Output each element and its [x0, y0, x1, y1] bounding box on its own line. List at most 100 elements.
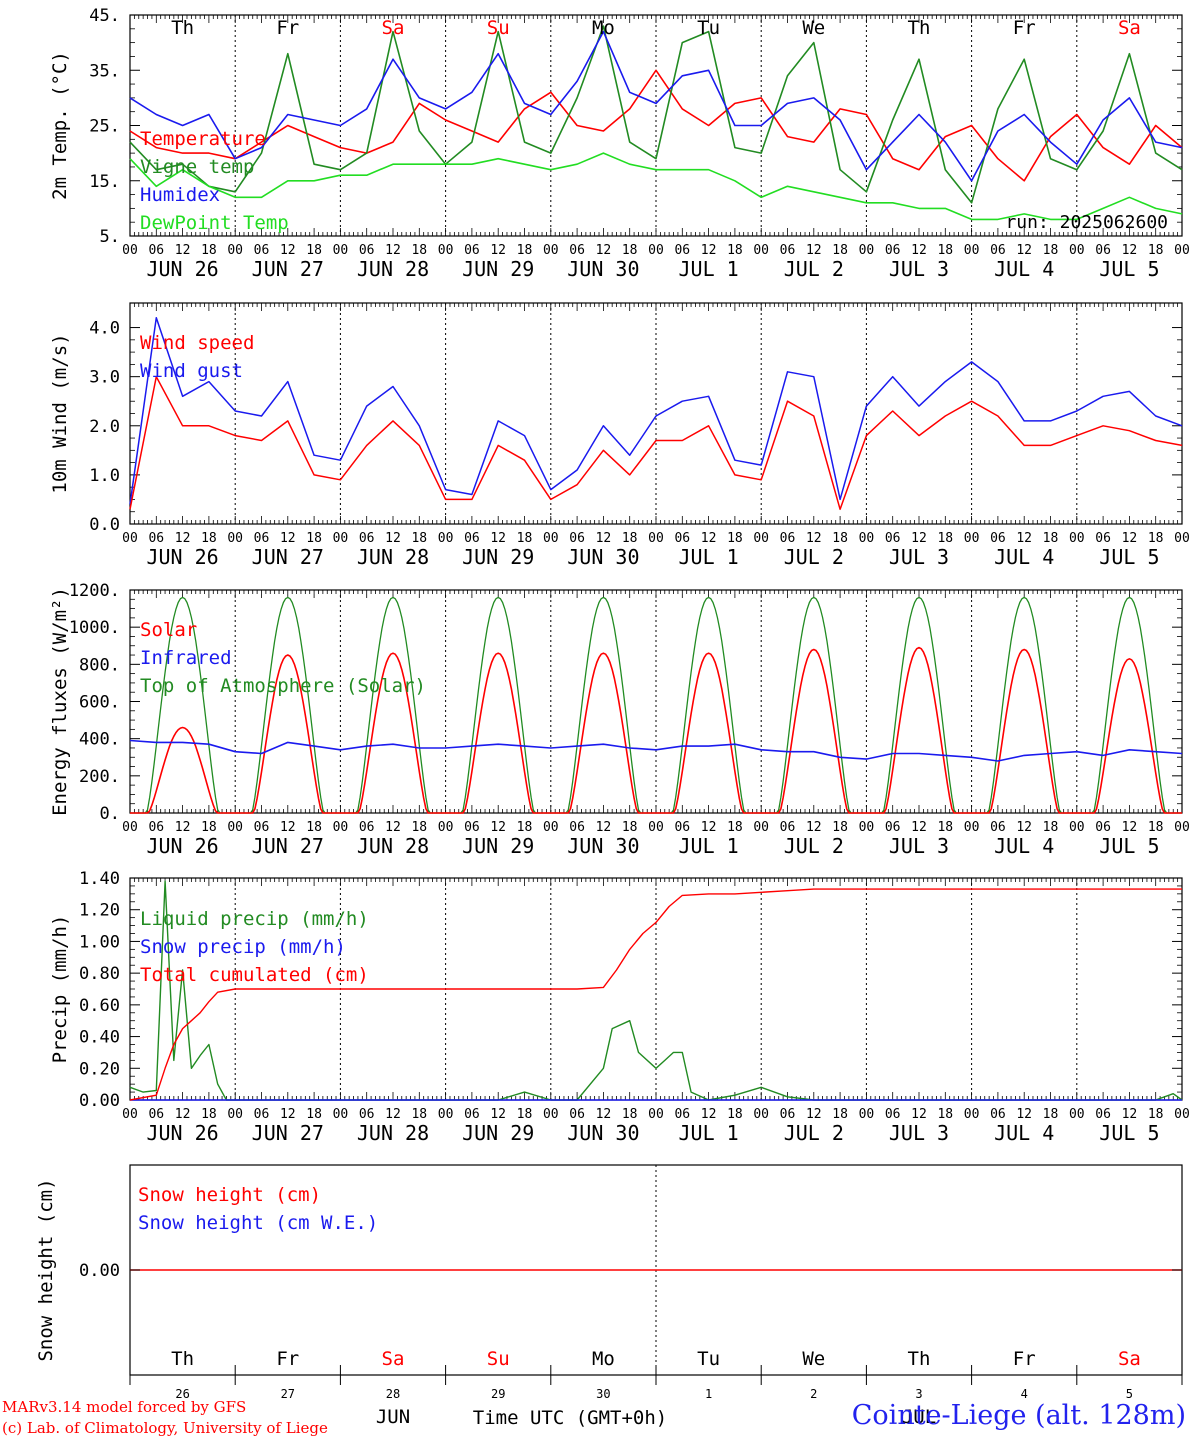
x-hour-label: 00	[753, 820, 769, 835]
y-tick-label: 1.0	[89, 466, 120, 486]
x-hour-label: 06	[464, 243, 480, 258]
day-name-label: Mo	[592, 17, 615, 39]
legend-total-cumulated-cm-: Total cumulated (cm)	[140, 964, 369, 986]
x-hour-label: 12	[596, 820, 612, 835]
bottom-day-number: 27	[281, 1387, 295, 1401]
x-hour-label: 12	[280, 820, 296, 835]
series-solar	[130, 646, 1182, 814]
x-hour-label: 18	[411, 820, 427, 835]
x-date-label: JUN 26	[146, 834, 218, 858]
bottom-day-name: Sa	[382, 1348, 405, 1370]
legend-solar: Solar	[140, 619, 197, 641]
x-date-label: JUL 2	[784, 545, 844, 569]
month-label: JUN	[376, 1406, 410, 1428]
x-hour-label: 00	[438, 531, 454, 546]
day-name-label: Fr	[1013, 17, 1036, 39]
x-hour-label: 00	[859, 243, 875, 258]
x-hour-label: 12	[280, 243, 296, 258]
x-hour-label: 00	[1069, 243, 1085, 258]
x-hour-label: 18	[832, 243, 848, 258]
x-hour-label: 18	[201, 1107, 217, 1122]
x-hour-label: 06	[569, 820, 585, 835]
legend-vigne-temp: Vigne temp	[140, 156, 254, 178]
legend-wind-gust: Wind gust	[140, 360, 243, 382]
x-hour-label: 12	[490, 820, 506, 835]
x-hour-label: 00	[648, 243, 664, 258]
x-hour-label: 12	[806, 1107, 822, 1122]
y-tick-label: 1200.	[69, 581, 120, 601]
run-label: run: 2025062600	[1005, 212, 1168, 233]
x-date-label: JUL 3	[889, 257, 949, 281]
x-hour-label: 00	[438, 243, 454, 258]
x-hour-label: 00	[122, 1107, 138, 1122]
x-hour-label: 06	[1095, 1107, 1111, 1122]
credit-model: MARv3.14 model forced by GFS	[2, 1398, 247, 1416]
x-hour-label: 06	[569, 243, 585, 258]
x-date-label: JUL 5	[1099, 834, 1159, 858]
bottom-day-number: 26	[175, 1387, 189, 1401]
x-hour-label: 06	[569, 531, 585, 546]
x-hour-label: 12	[596, 243, 612, 258]
x-hour-label: 00	[1069, 1107, 1085, 1122]
x-hour-label: 00	[964, 243, 980, 258]
x-hour-label: 18	[1148, 531, 1164, 546]
x-hour-label: 06	[885, 820, 901, 835]
x-hour-label: 00	[1174, 820, 1190, 835]
x-hour-label: 00	[438, 820, 454, 835]
x-hour-label: 12	[175, 531, 191, 546]
x-hour-label: 18	[727, 1107, 743, 1122]
x-date-label: JUN 28	[357, 257, 429, 281]
y-axis-label: Snow height (cm)	[35, 1178, 57, 1361]
x-hour-label: 12	[911, 1107, 927, 1122]
x-hour-label: 06	[464, 1107, 480, 1122]
x-hour-label: 06	[1095, 531, 1111, 546]
x-hour-label: 18	[937, 1107, 953, 1122]
x-hour-label: 18	[832, 820, 848, 835]
x-hour-label: 12	[280, 531, 296, 546]
y-axis-label: 2m Temp. (°C)	[49, 51, 71, 200]
x-hour-label: 06	[254, 1107, 270, 1122]
x-date-label: JUL 4	[994, 257, 1054, 281]
x-hour-label: 12	[1122, 531, 1138, 546]
series-total-cumulated-cm-	[129, 888, 1182, 1101]
bottom-day-name: Th	[908, 1348, 931, 1370]
x-hour-label: 00	[648, 820, 664, 835]
x-hour-label: 00	[543, 1107, 559, 1122]
x-hour-label: 06	[148, 820, 164, 835]
day-name-label: Sa	[1118, 17, 1141, 39]
x-hour-label: 18	[306, 531, 322, 546]
x-hour-label: 00	[648, 1107, 664, 1122]
x-hour-label: 00	[122, 243, 138, 258]
x-hour-label: 12	[806, 820, 822, 835]
x-hour-label: 00	[964, 531, 980, 546]
x-date-label: JUL 4	[994, 834, 1054, 858]
x-hour-label: 00	[753, 1107, 769, 1122]
x-hour-label: 00	[227, 531, 243, 546]
x-hour-label: 18	[727, 243, 743, 258]
x-hour-label: 00	[1069, 531, 1085, 546]
y-tick-label: 1000.	[69, 618, 120, 638]
bottom-day-name: Tu	[697, 1348, 720, 1370]
x-hour-label: 12	[490, 1107, 506, 1122]
x-date-label: JUN 26	[146, 1121, 218, 1145]
x-hour-label: 18	[727, 531, 743, 546]
x-hour-label: 12	[1016, 531, 1032, 546]
x-hour-label: 18	[517, 1107, 533, 1122]
x-hour-label: 06	[1095, 820, 1111, 835]
legend-humidex: Humidex	[140, 184, 220, 206]
x-hour-label: 18	[1148, 243, 1164, 258]
x-date-label: JUN 28	[357, 1121, 429, 1145]
x-hour-label: 00	[859, 1107, 875, 1122]
x-hour-label: 00	[543, 531, 559, 546]
time-axis-label: Time UTC (GMT+0h)	[473, 1407, 667, 1429]
x-hour-label: 00	[122, 820, 138, 835]
x-hour-label: 00	[543, 820, 559, 835]
x-hour-label: 18	[937, 531, 953, 546]
x-hour-label: 06	[885, 1107, 901, 1122]
x-hour-label: 00	[227, 1107, 243, 1122]
x-hour-label: 12	[385, 820, 401, 835]
y-axis-label: 10m Wind (m/s)	[49, 333, 71, 493]
x-date-label: JUN 30	[567, 545, 639, 569]
x-date-label: JUL 4	[994, 1121, 1054, 1145]
